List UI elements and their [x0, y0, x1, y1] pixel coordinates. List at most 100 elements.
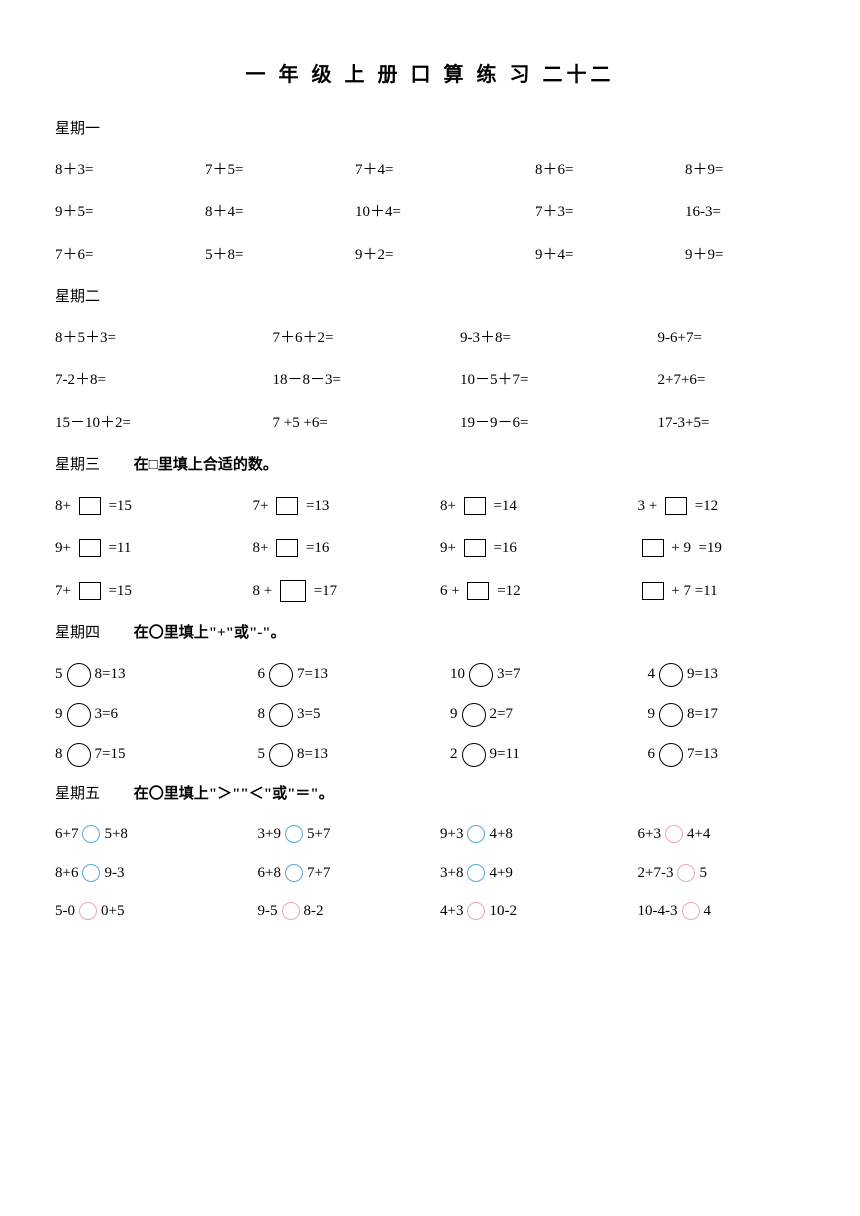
expr-left: 9-5 [258, 900, 278, 923]
blank-circle[interactable] [67, 663, 91, 687]
blank-circle-colored[interactable] [682, 902, 700, 920]
day4-row: 5 8=136 7=1310 3=74 9=13 [55, 663, 805, 687]
blank-circle-colored[interactable] [82, 864, 100, 882]
problem-cell: 5 8=13 [55, 663, 243, 687]
blank-circle[interactable] [462, 703, 486, 727]
blank-circle[interactable] [67, 703, 91, 727]
blank-circle-colored[interactable] [467, 902, 485, 920]
blank-box[interactable] [467, 582, 489, 600]
expr-pre: 7+ [55, 580, 75, 603]
blank-box[interactable] [276, 497, 298, 515]
problem-cell: 8 3=5 [243, 703, 431, 727]
day5-instruction: 在〇里填上"＞""＜"或"＝"。 [134, 786, 334, 802]
blank-box[interactable] [464, 539, 486, 557]
expr-right: 2=7 [490, 703, 513, 726]
problem-cell: 6 + =12 [430, 580, 618, 603]
blank-box[interactable] [280, 580, 306, 602]
problem-cell: 8＋5＋3= [55, 327, 243, 350]
problem-cell: 8＋4= [205, 201, 355, 224]
blank-box[interactable] [665, 497, 687, 515]
blank-circle[interactable] [269, 703, 293, 727]
expr-left: 5 [258, 743, 266, 766]
expr-pre: 8+ [55, 495, 75, 518]
expr-right: 10-2 [489, 900, 517, 923]
expr-left: 9 [648, 703, 656, 726]
expr-right: 0+5 [101, 900, 124, 923]
expr-left: 5-0 [55, 900, 75, 923]
expr-right: 4+9 [489, 862, 512, 885]
problem-cell: 9＋2= [355, 244, 505, 267]
blank-circle-colored[interactable] [665, 825, 683, 843]
blank-box[interactable] [79, 582, 101, 600]
problem-cell: 9 3=6 [55, 703, 243, 727]
problem-cell: 10-4-3 4 [618, 900, 806, 923]
blank-circle[interactable] [659, 743, 683, 767]
problem-cell: 5＋8= [205, 244, 355, 267]
expr-right: 8-2 [304, 900, 324, 923]
expr-right: 3=5 [297, 703, 320, 726]
blank-circle[interactable] [67, 743, 91, 767]
expr-right: 4+8 [489, 823, 512, 846]
expr-post: + 9 =19 [668, 537, 722, 560]
blank-circle-colored[interactable] [285, 825, 303, 843]
problem-cell: 8 + =17 [243, 580, 431, 603]
day3-row: 8+ =157+ =138+ =143 + =12 [55, 495, 805, 518]
blank-circle[interactable] [269, 663, 293, 687]
problem-cell: 7＋6＋2= [243, 327, 431, 350]
blank-box[interactable] [79, 539, 101, 557]
blank-circle[interactable] [462, 743, 486, 767]
blank-circle-colored[interactable] [677, 864, 695, 882]
day3-row: 7+ =158 + =176 + =12 + 7 =11 [55, 580, 805, 603]
problem-cell: 7＋4= [355, 159, 505, 182]
expr-post: =13 [302, 495, 329, 518]
problem-cell: 8 7=15 [55, 743, 243, 767]
problem-cell: 9＋9= [655, 244, 805, 267]
expr-left: 6+8 [258, 862, 281, 885]
blank-circle-colored[interactable] [79, 902, 97, 920]
expr-left: 5 [55, 663, 63, 686]
problem-cell: 8+6 9-3 [55, 862, 243, 885]
problem-cell: 6+8 7+7 [243, 862, 431, 885]
day4-instruction: 在〇里填上"+"或"-"。 [134, 625, 286, 641]
problem-cell: 6 7=13 [618, 743, 806, 767]
problem-cell: 8＋9= [655, 159, 805, 182]
problem-cell: 2 9=11 [430, 743, 618, 767]
blank-box[interactable] [642, 539, 664, 557]
expr-right: 8=13 [297, 743, 328, 766]
problem-cell: 4+3 10-2 [430, 900, 618, 923]
expr-left: 6+7 [55, 823, 78, 846]
blank-box[interactable] [79, 497, 101, 515]
blank-circle[interactable] [469, 663, 493, 687]
blank-circle-colored[interactable] [467, 864, 485, 882]
problem-cell: 9-6+7= [618, 327, 806, 350]
expr-pre: 8+ [253, 537, 273, 560]
expr-pre: 6 + [440, 580, 463, 603]
problem-cell: 4 9=13 [618, 663, 806, 687]
blank-box[interactable] [642, 582, 664, 600]
problem-cell: 3+8 4+9 [430, 862, 618, 885]
problem-cell: 18－8－3= [243, 369, 431, 392]
expr-right: 5+7 [307, 823, 330, 846]
expr-pre: 9+ [55, 537, 75, 560]
problem-cell: 9 8=17 [618, 703, 806, 727]
blank-circle-colored[interactable] [82, 825, 100, 843]
problem-cell: 8+ =15 [55, 495, 243, 518]
problem-cell: + 9 =19 [618, 537, 806, 560]
blank-box[interactable] [276, 539, 298, 557]
expr-right: 4+4 [687, 823, 710, 846]
expr-right: 3=7 [497, 663, 520, 686]
blank-circle-colored[interactable] [467, 825, 485, 843]
blank-circle-colored[interactable] [282, 902, 300, 920]
problem-cell: 7＋5= [205, 159, 355, 182]
page-title: 一 年 级 上 册 口 算 练 习 二十二 [55, 60, 805, 90]
blank-circle[interactable] [659, 663, 683, 687]
blank-circle-colored[interactable] [285, 864, 303, 882]
day2-row: 8＋5＋3=7＋6＋2=9-3＋8=9-6+7= [55, 327, 805, 350]
blank-circle[interactable] [269, 743, 293, 767]
expr-post: =15 [105, 495, 132, 518]
day1-row: 7＋6=5＋8=9＋2=9＋4=9＋9= [55, 244, 805, 267]
expr-pre: 8+ [440, 495, 460, 518]
problem-cell: 19－9－6= [430, 412, 618, 435]
blank-box[interactable] [464, 497, 486, 515]
blank-circle[interactable] [659, 703, 683, 727]
